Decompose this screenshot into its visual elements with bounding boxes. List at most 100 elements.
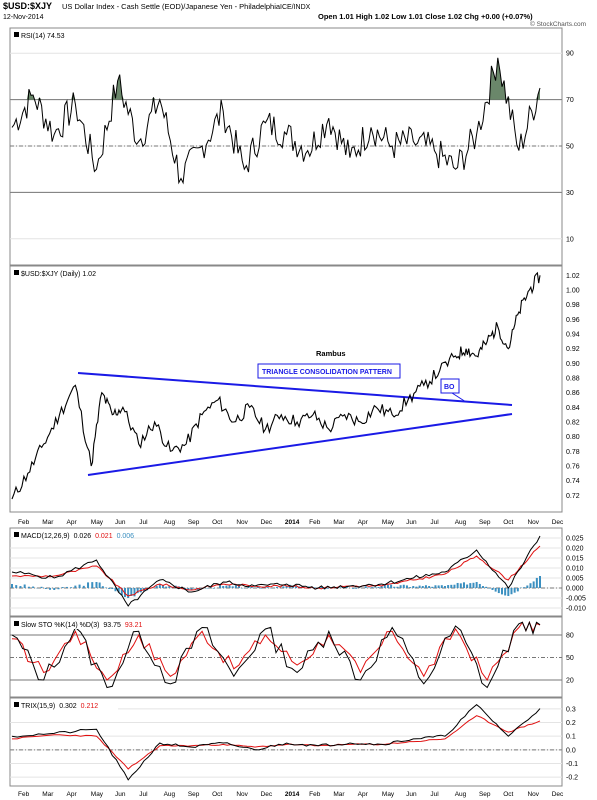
macd-hist-value: 0.006 — [117, 533, 135, 540]
macd-histogram-bar — [219, 585, 222, 588]
macd-histogram-bar — [399, 585, 402, 588]
macd-histogram-bar — [510, 588, 513, 595]
stoch-legend-swatch — [14, 621, 19, 626]
triangle-callout-box — [257, 363, 401, 379]
macd-histogram-bar — [345, 587, 348, 588]
macd-histogram-bar — [374, 587, 377, 588]
macd-histogram-bar — [339, 587, 342, 588]
macd-histogram-bar — [44, 588, 47, 590]
macd-histogram-bar — [314, 587, 317, 588]
x-tick-label: Sep — [479, 791, 491, 798]
macd-histogram-bar — [61, 587, 64, 588]
y-tick-label: 0.005 — [566, 576, 584, 583]
x-tick-label: Dec — [261, 519, 273, 526]
x-tick-label: Feb — [309, 791, 321, 798]
y-tick-label: 20 — [566, 678, 574, 685]
macd-histogram-bar — [358, 587, 361, 588]
rsi-series-line — [11, 57, 541, 185]
y-tick-label: 0.74 — [566, 478, 580, 485]
macd-histogram-bar — [367, 587, 370, 588]
x-tick-label: Aug — [455, 519, 467, 526]
macd-histogram-bar — [136, 588, 139, 594]
macd-histogram-bar — [57, 588, 60, 590]
stoch-tick-labels: 20 50 80 — [566, 633, 574, 685]
y-tick-label: 0.78 — [566, 449, 580, 456]
macd-histogram-bar — [472, 582, 475, 588]
y-tick-label: 0.80 — [566, 434, 580, 441]
macd-histogram-bar — [440, 585, 443, 588]
macd-histogram-bar — [478, 583, 481, 588]
macd-histogram-bar — [114, 588, 117, 592]
macd-histogram-bar — [222, 586, 225, 588]
y-tick-label: 0.000 — [566, 586, 584, 593]
macd-signal-value: 0.021 — [95, 533, 113, 540]
macd-histogram-bar — [320, 586, 323, 588]
macd-legend-value: 0.026 — [74, 533, 92, 540]
macd-histogram-bar — [27, 586, 30, 588]
macd-legend-bg — [13, 530, 131, 540]
x-tick-label: 2014 — [285, 791, 300, 798]
macd-histogram-bar — [466, 584, 469, 588]
macd-histogram-bar — [526, 585, 529, 588]
macd-histogram-bar — [418, 585, 421, 588]
x-tick-label: Oct — [503, 519, 513, 526]
price-panel: 0.72 0.74 0.76 0.78 0.80 0.82 0.84 0.86 0.88 0.90… — [9, 265, 580, 513]
macd-histogram-bar — [155, 585, 158, 588]
macd-histogram-bar — [291, 586, 294, 588]
macd-histogram-bar — [40, 586, 43, 588]
price-legend-swatch — [14, 270, 19, 275]
symbol: $USD:$XJY — [3, 1, 52, 11]
y-tick-label: 0.0 — [566, 747, 576, 754]
y-tick-label: 1.00 — [566, 288, 580, 295]
macd-histogram-bar — [276, 586, 279, 588]
x-tick-label: Feb — [18, 519, 30, 526]
y-tick-label: -0.1 — [566, 761, 578, 768]
y-tick-label: 0.020 — [566, 546, 584, 553]
x-tick-label: Mar — [333, 791, 345, 798]
macd-histogram-bar — [15, 585, 18, 588]
x-tick-label: Oct — [503, 791, 513, 798]
y-tick-label: 0.98 — [566, 302, 580, 309]
stochastic-panel: 20 50 80 Slow STO %K(14) %D(3) 93.75 93.21 — [9, 616, 574, 698]
x-tick-label: Oct — [212, 791, 222, 798]
triangle-upper-trendline — [77, 372, 513, 406]
macd-frame — [9, 527, 563, 617]
x-tick-label: Nov — [236, 519, 248, 526]
y-tick-label: 0.82 — [566, 420, 580, 427]
trix-legend-swatch — [14, 702, 19, 707]
x-tick-label: Sep — [188, 791, 200, 798]
y-tick-label: 10 — [566, 236, 574, 243]
macd-histogram-bar — [447, 585, 450, 588]
macd-histogram-bar — [469, 583, 472, 588]
macd-histogram-bar — [238, 585, 241, 588]
macd-histogram-bar — [295, 586, 298, 588]
x-tick-label: Aug — [164, 791, 176, 798]
macd-histogram-bar — [371, 587, 374, 588]
macd-histogram-bar — [231, 586, 234, 588]
x-tick-label: Aug — [455, 791, 467, 798]
macd-histogram-bar — [19, 586, 22, 588]
trix-signal-line — [12, 715, 541, 770]
y-tick-label: 50 — [566, 144, 574, 151]
macd-histogram-bar — [523, 587, 526, 588]
x-axis-top: Feb Mar Apr May Jun Jul Aug Sep Oct Nov Dec 2014 Feb… — [18, 519, 564, 526]
y-tick-label: 90 — [566, 51, 574, 58]
trix-value: 0.302 — [59, 703, 77, 710]
rsi-panel: 10 30 50 70 90 RSI(14) 74.53 — [9, 27, 574, 266]
macd-histogram-bar — [206, 588, 209, 589]
y-tick-label: 0.025 — [566, 536, 584, 543]
y-tick-label: 0.2 — [566, 720, 576, 727]
macd-histogram-bar — [225, 585, 228, 588]
macd-histogram-bar — [459, 583, 462, 588]
x-tick-label: Jun — [406, 519, 417, 526]
macd-histogram-bar — [212, 588, 215, 589]
y-tick-label: 30 — [566, 190, 574, 197]
bo-callout-text: BO — [444, 384, 455, 391]
x-axis-bottom: Feb Mar Apr May Jun Jul Aug Sep Oct Nov Dec 2014 Feb… — [18, 791, 564, 798]
price-legend: $USD:$XJY (Daily) 1.02 — [21, 271, 96, 278]
ohlc-readout: Open 1.01 High 1.02 Low 1.01 Close 1.02 … — [318, 12, 533, 21]
x-tick-label: Apr — [67, 519, 78, 526]
macd-histogram-bar — [443, 586, 446, 588]
macd-histogram-bar — [98, 582, 101, 588]
